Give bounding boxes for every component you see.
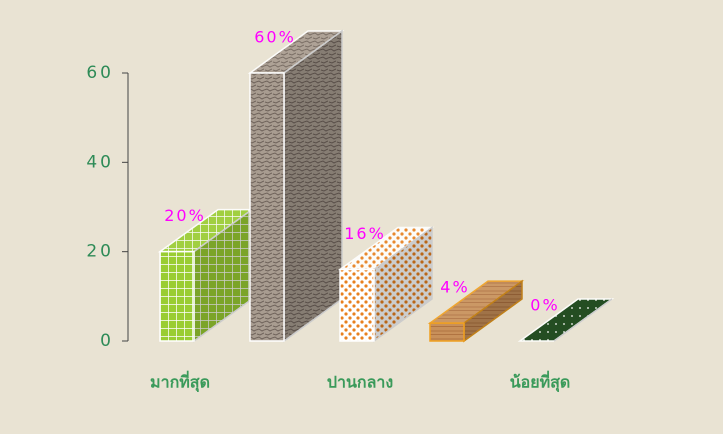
value-label: 0%	[530, 296, 559, 315]
x-tick-label: มากที่สุด	[150, 371, 210, 393]
bar	[337, 226, 435, 343]
bar	[427, 279, 525, 343]
value-label: 16%	[344, 224, 386, 243]
y-tick-label: 40	[86, 152, 114, 172]
value-label: 4%	[440, 278, 469, 297]
bar	[517, 298, 615, 342]
bar	[157, 208, 255, 343]
x-tick-label: ปานกลาง	[327, 373, 393, 392]
bar	[247, 29, 345, 343]
value-label: 60%	[254, 28, 296, 47]
y-tick-label: 60	[86, 63, 114, 83]
y-tick-label: 20	[86, 242, 114, 262]
x-tick-label: น้อยที่สุด	[510, 371, 571, 393]
y-tick-label: 0	[100, 331, 114, 351]
value-label: 20%	[164, 206, 206, 225]
